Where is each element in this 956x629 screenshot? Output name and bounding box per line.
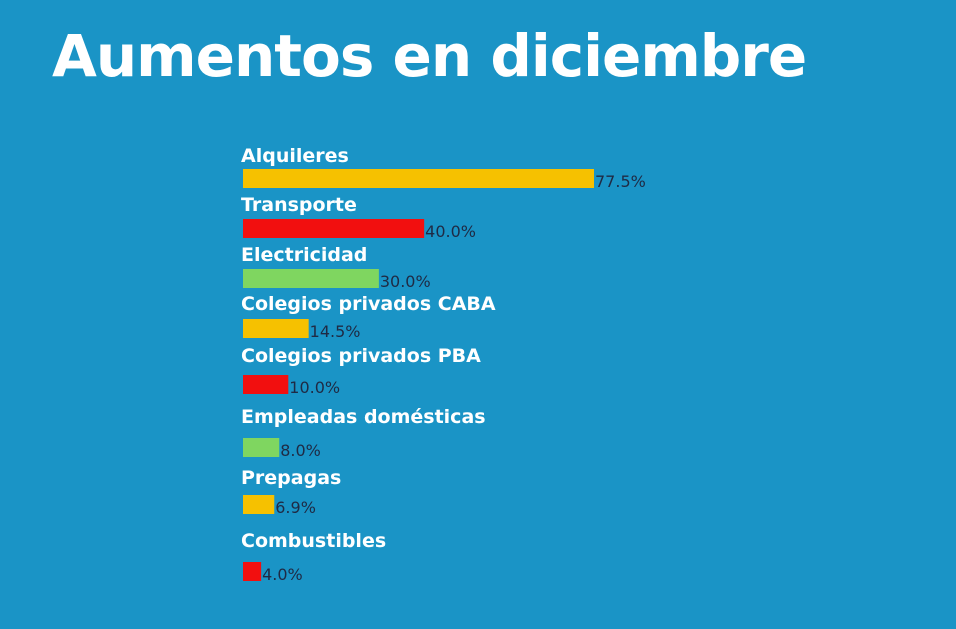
category-label-alquileres: Alquileres <box>241 145 349 167</box>
bar-prepagas <box>243 495 275 514</box>
category-label-empleadas-domesticas: Empleadas domésticas <box>241 406 486 428</box>
category-label-colegios-privados-pba: Colegios privados PBA <box>241 345 481 367</box>
chart-title: Aumentos en diciembre <box>52 22 807 90</box>
category-label-prepagas: Prepagas <box>241 467 341 489</box>
bar-combustibles <box>243 562 262 581</box>
value-label-empleadas-domesticas: 8.0% <box>280 441 321 460</box>
value-label-transporte: 40.0% <box>425 222 476 241</box>
bar-colegios-privados-caba <box>243 319 309 338</box>
category-label-colegios-privados-caba: Colegios privados CABA <box>241 293 496 315</box>
category-label-combustibles: Combustibles <box>241 530 386 552</box>
bar-empleadas-domesticas <box>243 438 280 457</box>
bar-transporte <box>243 219 425 238</box>
category-label-electricidad: Electricidad <box>241 244 367 266</box>
value-label-colegios-privados-caba: 14.5% <box>310 322 361 341</box>
category-label-transporte: Transporte <box>241 194 357 216</box>
value-label-combustibles: 4.0% <box>262 565 303 584</box>
value-label-alquileres: 77.5% <box>595 172 646 191</box>
bar-electricidad <box>243 269 379 288</box>
value-label-electricidad: 30.0% <box>380 272 431 291</box>
value-label-colegios-privados-pba: 10.0% <box>289 378 340 397</box>
bar-colegios-privados-pba <box>243 375 289 394</box>
value-label-prepagas: 6.9% <box>275 498 316 517</box>
bar-alquileres <box>243 169 594 188</box>
